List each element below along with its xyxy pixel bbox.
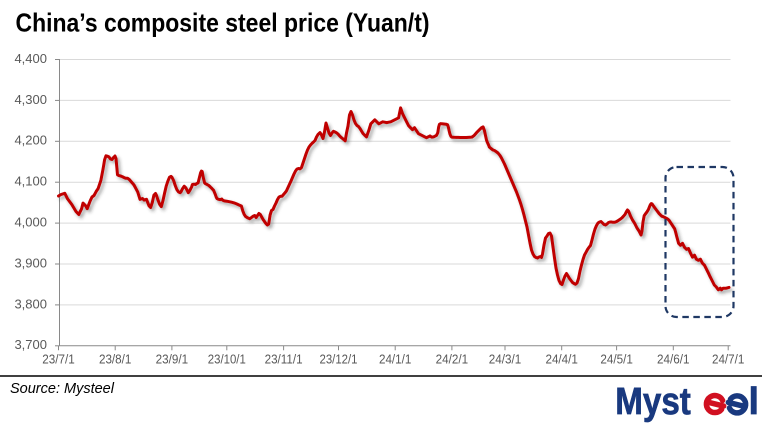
svg-text:3,700: 3,700 (14, 337, 47, 352)
svg-text:4,000: 4,000 (14, 215, 47, 230)
svg-text:4,300: 4,300 (14, 92, 47, 107)
svg-text:24/7/1: 24/7/1 (712, 352, 745, 367)
svg-text:China’s composite steel price: China’s composite steel price (Yuan/t) (16, 8, 430, 38)
svg-text:4,200: 4,200 (14, 133, 47, 148)
svg-text:23/7/1: 23/7/1 (42, 352, 75, 367)
svg-text:23/10/1: 23/10/1 (208, 352, 246, 367)
svg-text:3,900: 3,900 (14, 255, 47, 270)
svg-text:4,400: 4,400 (14, 51, 47, 66)
svg-text:4,100: 4,100 (14, 174, 47, 189)
svg-text:24/3/1: 24/3/1 (489, 352, 522, 367)
svg-text:23/8/1: 23/8/1 (99, 352, 132, 367)
svg-text:23/9/1: 23/9/1 (156, 352, 189, 367)
svg-text:3,800: 3,800 (14, 296, 47, 311)
svg-text:24/4/1: 24/4/1 (545, 352, 578, 367)
svg-text:23/12/1: 23/12/1 (320, 352, 358, 367)
svg-text:Myst: Myst (615, 380, 691, 422)
svg-text:Source: Mysteel: Source: Mysteel (10, 381, 115, 397)
svg-text:24/2/1: 24/2/1 (436, 352, 469, 367)
svg-text:24/1/1: 24/1/1 (379, 352, 412, 367)
svg-text:24/6/1: 24/6/1 (657, 352, 690, 367)
svg-text:23/11/1: 23/11/1 (265, 352, 303, 367)
svg-text:24/5/1: 24/5/1 (600, 352, 633, 367)
svg-text:l: l (749, 380, 759, 422)
